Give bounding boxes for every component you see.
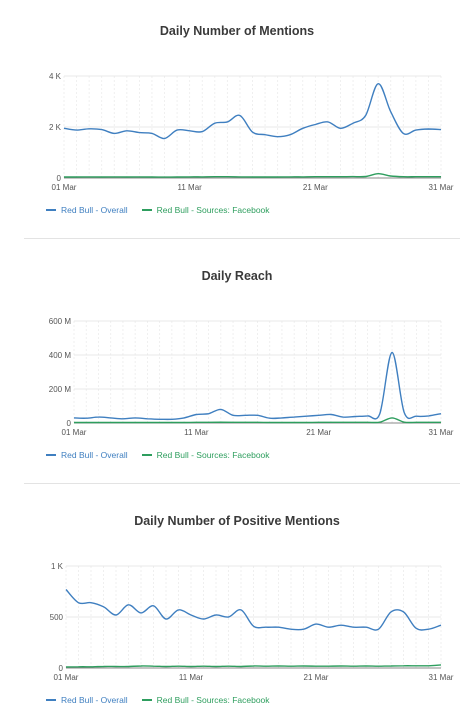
legend-item-facebook[interactable]: Red Bull - Sources: Facebook	[141, 205, 270, 215]
legend-swatch-facebook	[141, 454, 152, 456]
legend-item-facebook[interactable]: Red Bull - Sources: Facebook	[141, 450, 270, 460]
divider	[24, 238, 460, 239]
series-line-overall	[73, 351, 442, 421]
x-tick-label: 31 Mar	[429, 673, 454, 682]
x-tick-label: 31 Mar	[429, 183, 454, 192]
x-tick-label: 21 Mar	[306, 428, 331, 437]
x-tick-label: 01 Mar	[62, 428, 87, 437]
series-line-facebook	[63, 172, 441, 178]
series-line-overall	[63, 83, 442, 140]
legend: Red Bull - Overall Red Bull - Sources: F…	[46, 205, 270, 215]
legend-item-facebook[interactable]: Red Bull - Sources: Facebook	[141, 695, 270, 705]
chart-mentions: 0 2 K 4 K 01 Mar 11 Mar 21 Mar 31 Mar	[49, 72, 454, 192]
y-tick-label: 2 K	[49, 123, 62, 132]
legend-swatch-overall	[46, 209, 56, 211]
legend-label-overall: Red Bull - Overall	[61, 695, 128, 705]
y-tick-label: 400 M	[49, 351, 72, 360]
series-line-facebook	[74, 417, 441, 424]
chart-title: Daily Number of Positive Mentions	[134, 514, 340, 528]
x-tick-label: 01 Mar	[52, 183, 77, 192]
x-tick-label: 31 Mar	[429, 428, 454, 437]
legend-label-overall: Red Bull - Overall	[61, 205, 128, 215]
legend-swatch-overall	[46, 454, 56, 456]
y-tick-label: 0	[67, 419, 72, 428]
legend-label-overall: Red Bull - Overall	[61, 450, 128, 460]
y-tick-label: 1 K	[51, 562, 64, 571]
legend: Red Bull - Overall Red Bull - Sources: F…	[46, 695, 270, 705]
y-tick-label: 200 M	[49, 385, 72, 394]
chart-reach: 0 200 M 400 M 600 M 01 Mar 11 Mar 21 Mar 31 Mar	[49, 317, 454, 437]
divider	[24, 483, 460, 484]
legend-label-facebook: Red Bull - Sources: Facebook	[156, 450, 270, 460]
x-tick-label: 21 Mar	[304, 673, 329, 682]
legend-item-overall[interactable]: Red Bull - Overall	[46, 695, 128, 705]
x-tick-label: 11 Mar	[179, 673, 204, 682]
chart-positive-mentions: 0 500 1 K 01 Mar 11 Mar 21 Mar 31 Mar	[50, 562, 454, 682]
y-tick-label: 600 M	[49, 317, 72, 326]
x-tick-label: 11 Mar	[178, 183, 203, 192]
x-tick-label: 01 Mar	[54, 673, 79, 682]
legend-swatch-facebook	[141, 209, 152, 211]
legend-item-overall[interactable]: Red Bull - Overall	[46, 450, 128, 460]
series-line-overall	[65, 589, 442, 631]
legend-label-facebook: Red Bull - Sources: Facebook	[156, 205, 270, 215]
y-tick-label: 500	[50, 613, 64, 622]
y-tick-label: 0	[57, 174, 62, 183]
series-line-facebook	[65, 664, 442, 668]
legend: Red Bull - Overall Red Bull - Sources: F…	[46, 450, 270, 460]
legend-swatch-overall	[46, 699, 56, 701]
x-tick-label: 11 Mar	[184, 428, 209, 437]
legend-label-facebook: Red Bull - Sources: Facebook	[156, 695, 270, 705]
y-tick-label: 4 K	[49, 72, 62, 81]
chart-title: Daily Number of Mentions	[159, 24, 315, 38]
legend-swatch-facebook	[141, 699, 152, 701]
legend-item-overall[interactable]: Red Bull - Overall	[46, 205, 128, 215]
chart-title: Daily Reach	[201, 269, 273, 283]
y-tick-label: 0	[59, 664, 64, 673]
x-tick-label: 21 Mar	[303, 183, 328, 192]
